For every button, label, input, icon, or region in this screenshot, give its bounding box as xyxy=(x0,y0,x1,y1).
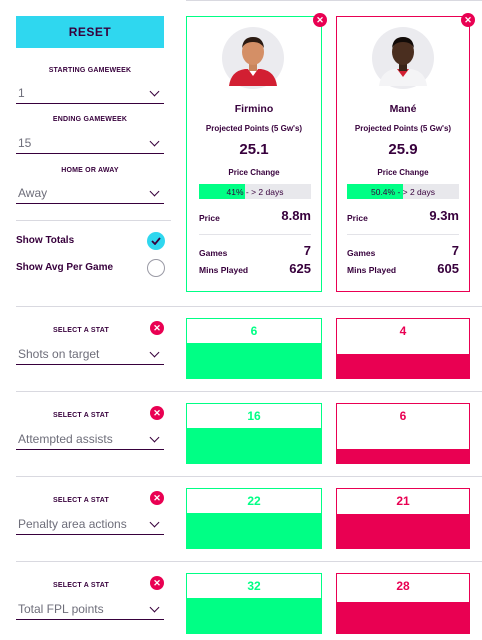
price-change-fill xyxy=(199,184,245,199)
home-or-away-select[interactable]: Away xyxy=(16,186,164,204)
select-stat-label: SELECT A STAT xyxy=(53,582,109,589)
price-change-label: Price Change xyxy=(228,168,280,177)
stat-bar-player2: 4 xyxy=(336,318,470,379)
stat-fill xyxy=(187,512,321,548)
stat-select-value: Attempted assists xyxy=(18,432,113,446)
show-totals-label: Show Totals xyxy=(16,235,75,246)
price-value: 8.8m xyxy=(281,208,311,223)
select-stat-label: SELECT A STAT xyxy=(53,497,109,504)
player-card-firmino: Firmino Projected Points (5 Gw's) 25.1 P… xyxy=(186,16,322,292)
price-value: 9.3m xyxy=(429,208,459,223)
select-stat-label: SELECT A STAT xyxy=(53,412,109,419)
remove-stat-button[interactable]: ✕ xyxy=(150,491,164,505)
remove-stat-button[interactable]: ✕ xyxy=(150,406,164,420)
chevron-down-icon xyxy=(149,517,160,527)
chevron-down-icon xyxy=(149,136,160,146)
price-change-bar: 50.4% - > 2 days xyxy=(347,184,459,199)
player-name: Firmino xyxy=(234,103,274,115)
mins-played-value: 605 xyxy=(437,261,459,276)
mins-played-label: Mins Played xyxy=(347,265,397,275)
show-totals-checkbox[interactable] xyxy=(147,232,165,250)
stat-fill xyxy=(187,427,321,463)
stat-select[interactable]: Attempted assists xyxy=(16,432,164,450)
player-avatar xyxy=(221,26,285,90)
stat-bar-player2: 6 xyxy=(336,403,470,464)
stat-value: 16 xyxy=(247,409,261,423)
select-stat-label: SELECT A STAT xyxy=(53,327,109,334)
projected-points-label: Projected Points (5 Gw's) xyxy=(205,124,303,133)
ending-gameweek-label: ENDING GAMEWEEK xyxy=(52,116,128,123)
remove-stat-button[interactable]: ✕ xyxy=(150,576,164,590)
price-change-fill xyxy=(347,184,404,199)
projected-points-value: 25.9 xyxy=(388,141,418,158)
stat-fill xyxy=(337,449,469,463)
stat-bar-player1: 32 xyxy=(186,573,322,634)
stat-select[interactable]: Shots on target xyxy=(16,347,164,365)
price-change-text: 41% - > 2 days xyxy=(226,186,284,197)
stat-fill xyxy=(337,354,469,378)
stat-value: 32 xyxy=(247,579,261,593)
remove-stat-button[interactable]: ✕ xyxy=(150,321,164,335)
show-avg-label: Show Avg Per Game xyxy=(16,262,114,273)
mins-played-label: Mins Played xyxy=(199,265,249,275)
projected-points-label: Projected Points (5 Gw's) xyxy=(354,124,452,133)
games-label: Games xyxy=(347,248,376,258)
player-name: Mané xyxy=(389,103,417,115)
remove-player-button[interactable]: ✕ xyxy=(313,13,327,27)
chevron-down-icon xyxy=(149,86,160,96)
stat-bar-player1: 22 xyxy=(186,488,322,549)
stat-value: 6 xyxy=(250,324,258,338)
chevron-down-icon xyxy=(149,347,160,357)
stat-fill xyxy=(187,342,321,378)
home-or-away-label: HOME OR AWAY xyxy=(61,167,119,174)
starting-gameweek-value: 1 xyxy=(18,86,25,100)
stat-value: 22 xyxy=(247,494,261,508)
stat-value: 28 xyxy=(396,579,410,593)
stat-value: 6 xyxy=(399,409,407,423)
stat-bar-player1: 6 xyxy=(186,318,322,379)
games-label: Games xyxy=(199,248,228,258)
chevron-down-icon xyxy=(149,432,160,442)
player-card-mane: Mané Projected Points (5 Gw's) 25.9 Pric… xyxy=(336,16,470,292)
stat-bar-player2: 28 xyxy=(336,573,470,634)
stat-fill xyxy=(337,514,469,548)
home-or-away-value: Away xyxy=(18,186,48,200)
projected-points-value: 25.1 xyxy=(239,141,269,158)
mins-played-value: 625 xyxy=(289,261,311,276)
stat-value: 4 xyxy=(399,324,407,338)
starting-gameweek-select[interactable]: 1 xyxy=(16,86,164,104)
price-label: Price xyxy=(199,213,220,223)
reset-button[interactable]: RESET xyxy=(16,16,164,48)
stat-select-value: Shots on target xyxy=(18,347,100,361)
ending-gameweek-select[interactable]: 15 xyxy=(16,136,164,154)
stat-select-value: Total FPL points xyxy=(18,602,104,616)
games-value: 7 xyxy=(303,243,311,258)
starting-gameweek-label: STARTING GAMEWEEK xyxy=(48,67,132,74)
stat-select[interactable]: Penalty area actions xyxy=(16,517,164,535)
chevron-down-icon xyxy=(149,602,160,612)
show-avg-checkbox[interactable] xyxy=(147,259,165,277)
price-change-text: 50.4% - > 2 days xyxy=(370,186,436,197)
price-label: Price xyxy=(347,213,368,223)
ending-gameweek-value: 15 xyxy=(18,136,32,150)
games-value: 7 xyxy=(451,243,459,258)
check-icon xyxy=(151,237,161,245)
chevron-down-icon xyxy=(149,186,160,196)
price-change-bar: 41% - > 2 days xyxy=(199,184,311,199)
stat-select[interactable]: Total FPL points xyxy=(16,602,164,620)
player-avatar xyxy=(371,26,435,90)
stat-fill xyxy=(187,597,321,633)
price-change-label: Price Change xyxy=(377,168,429,177)
stat-bar-player1: 16 xyxy=(186,403,322,464)
remove-player-button[interactable]: ✕ xyxy=(461,13,475,27)
stat-select-value: Penalty area actions xyxy=(18,517,127,531)
stat-fill xyxy=(337,602,469,633)
stat-value: 21 xyxy=(396,494,410,508)
stat-bar-player2: 21 xyxy=(336,488,470,549)
